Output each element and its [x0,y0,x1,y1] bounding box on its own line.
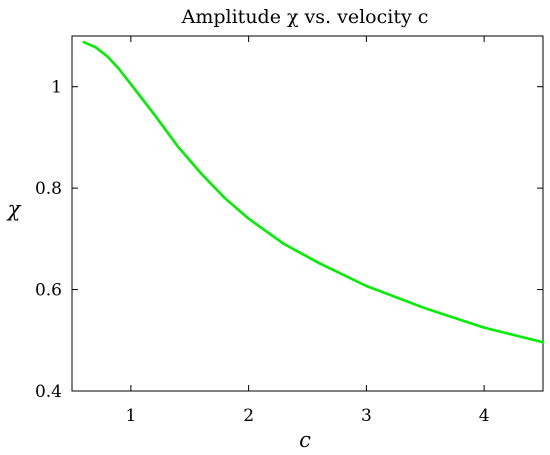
x-tick-label: 1 [125,406,136,426]
x-axis-label: c [299,428,311,452]
y-tick-label: 1 [51,78,62,98]
x-tick-label: 4 [479,406,490,426]
x-tick-label: 2 [243,406,254,426]
y-axis-label: χ [6,197,22,221]
series-line [82,40,545,344]
plot-area [71,35,544,392]
y-tick-label: 0.8 [35,179,62,199]
y-tick-label: 0.6 [35,281,62,301]
axis-ticks [72,36,543,392]
y-tick-label: 0.4 [35,382,62,402]
chart-title: Amplitude χ vs. velocity c [181,6,429,28]
axis-tick-labels: 1 2 3 4 0.4 0.6 0.8 1 [35,78,490,426]
x-tick-label: 3 [361,406,372,426]
